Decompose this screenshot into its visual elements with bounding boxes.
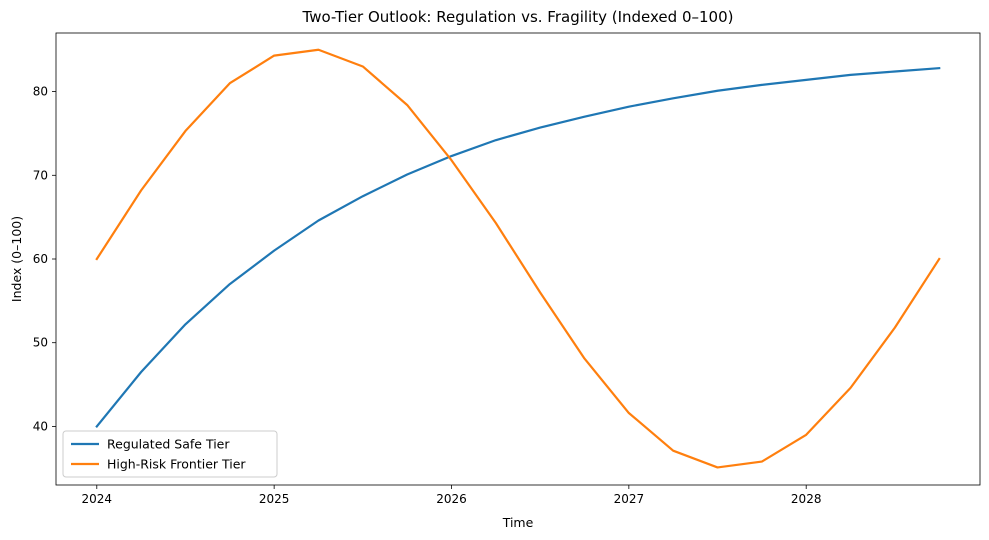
x-tick-label: 2027 (614, 492, 645, 506)
x-axis-label: Time (502, 515, 534, 530)
x-tick-label: 2025 (259, 492, 290, 506)
y-axis-label: Index (0–100) (9, 216, 24, 302)
y-tick-label: 60 (33, 252, 48, 266)
chart-title: Two-Tier Outlook: Regulation vs. Fragili… (302, 8, 734, 26)
y-tick-label: 80 (33, 85, 48, 99)
legend-label: Regulated Safe Tier (107, 437, 230, 452)
series-line-regulated-safe-tier (95, 66, 941, 428)
x-tick-label: 2026 (436, 492, 467, 506)
y-tick-label: 50 (33, 336, 48, 350)
x-tick-label: 2028 (791, 492, 822, 506)
legend-box (62, 430, 278, 478)
y-tick-label: 40 (33, 419, 48, 433)
plot-area: 2024 2025 2026 2027 2028 40 50 60 70 80 (33, 48, 941, 506)
plot-frame (55, 32, 981, 486)
x-tick-label: 2024 (82, 492, 113, 506)
legend: Regulated Safe Tier High-Risk Frontier Ti… (62, 430, 278, 478)
legend-label: High-Risk Frontier Tier (107, 457, 246, 472)
series-line-high-risk-frontier-tier (95, 48, 941, 469)
y-tick-label: 70 (33, 168, 48, 182)
